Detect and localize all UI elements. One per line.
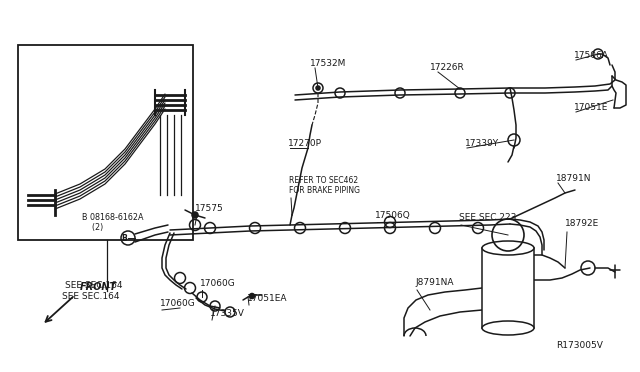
Bar xyxy=(482,248,534,328)
Bar xyxy=(18,45,193,240)
Text: 17339Y: 17339Y xyxy=(465,139,499,148)
Text: 17051EA: 17051EA xyxy=(247,294,287,303)
Text: B: B xyxy=(121,234,127,243)
Circle shape xyxy=(316,86,320,90)
Text: 17051E: 17051E xyxy=(574,103,609,112)
Text: 17506Q: 17506Q xyxy=(375,211,411,220)
Circle shape xyxy=(192,212,198,218)
Ellipse shape xyxy=(482,241,534,255)
Text: FRONT: FRONT xyxy=(80,282,117,292)
Text: 17575: 17575 xyxy=(195,204,224,213)
Text: 17506A: 17506A xyxy=(574,51,609,60)
Text: 18792E: 18792E xyxy=(565,219,599,228)
Text: 17060G: 17060G xyxy=(160,299,196,308)
Text: B 08168-6162A
    (2): B 08168-6162A (2) xyxy=(82,213,143,232)
Text: 17335V: 17335V xyxy=(210,309,245,318)
Text: SEE SEC.164: SEE SEC.164 xyxy=(65,281,122,290)
Text: SEE SEC.223: SEE SEC.223 xyxy=(459,213,516,222)
Text: 17060G: 17060G xyxy=(200,279,236,288)
Text: 18791N: 18791N xyxy=(556,174,591,183)
Text: 17270P: 17270P xyxy=(288,139,322,148)
Text: REFER TO SEC462
FOR BRAKE PIPING: REFER TO SEC462 FOR BRAKE PIPING xyxy=(289,176,360,195)
Text: J8791NA: J8791NA xyxy=(415,278,454,287)
Text: SEE SEC.164: SEE SEC.164 xyxy=(62,292,120,301)
Ellipse shape xyxy=(482,321,534,335)
Text: 17226R: 17226R xyxy=(430,63,465,72)
Text: 17532M: 17532M xyxy=(310,59,346,68)
Text: R173005V: R173005V xyxy=(556,341,603,350)
Circle shape xyxy=(250,294,255,298)
